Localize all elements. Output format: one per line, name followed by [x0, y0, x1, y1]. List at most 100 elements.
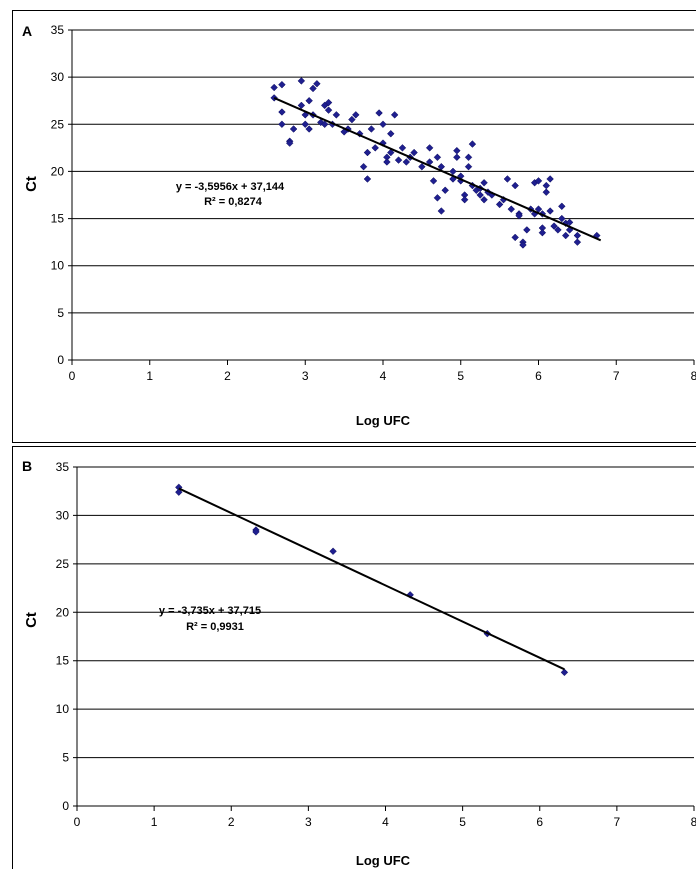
chart-b: 0 5 10 15 20 25 30 35 0 1 2 3 4 5 6 7 8: [56, 460, 696, 829]
chart-a-point: [348, 115, 356, 124]
chart-a-point: [297, 77, 306, 85]
chart-a-point: [495, 200, 504, 209]
chart-a-r-squared: R² = 0,8274: [204, 196, 263, 208]
chart-a-point: [352, 111, 360, 119]
chart-a-y-tick-label: 20: [51, 164, 65, 178]
chart-b-y-tick-label: 30: [56, 508, 70, 522]
chart-a-point: [278, 80, 286, 89]
chart-a-point: [398, 144, 407, 152]
chart-b-y-tick-label: 35: [56, 460, 70, 474]
chart-a-point: [542, 188, 551, 196]
chart-a-x-tick-label: 2: [224, 369, 231, 383]
chart-a-x-tick-label: 1: [146, 369, 153, 383]
chart-a-point: [305, 125, 313, 133]
chart-b-point: [329, 547, 337, 556]
chart-a-point: [270, 83, 278, 92]
chart-b-xlabel: Log UFC: [356, 853, 411, 868]
chart-a-y-tick-label: 25: [51, 117, 65, 131]
chart-a-point: [285, 139, 294, 147]
chart-a-point: [515, 211, 523, 220]
chart-a-point: [332, 111, 341, 119]
chart-a-point: [519, 241, 527, 249]
chart-a-point: [433, 153, 442, 162]
chart-b-x-tick-label: 3: [305, 815, 312, 829]
panel-b-label: B: [22, 458, 32, 474]
chart-b-y-tick-label: 5: [62, 751, 69, 765]
chart-a-point: [433, 194, 442, 202]
chart-b-point: [252, 528, 260, 536]
chart-a-point: [523, 226, 531, 234]
chart-a-point: [375, 109, 383, 117]
chart-a-point: [554, 226, 562, 234]
chart-a-point: [278, 108, 286, 116]
chart-a-point: [394, 156, 403, 164]
chart-b-trendline: [178, 487, 565, 671]
chart-a-point: [363, 175, 372, 183]
chart-a-point: [534, 177, 543, 185]
chart-a-point: [367, 125, 376, 133]
chart-a-point: [511, 181, 519, 190]
chart-a-point: [317, 118, 325, 127]
chart-a-point: [480, 195, 488, 204]
chart-b-point: [560, 668, 569, 677]
chart-a-y-tick-label: 35: [51, 23, 65, 37]
chart-a-x-tick-label: 8: [691, 369, 696, 383]
chart-a-point: [437, 207, 446, 215]
panel-a-label: A: [22, 23, 32, 39]
chart-b-y-tick-label: 25: [56, 557, 70, 571]
chart-b-y-tick-label: 10: [56, 702, 70, 716]
chart-a-equation: y = -3,5956x + 37,144: [176, 181, 285, 193]
chart-a-x-tick-label: 5: [457, 369, 464, 383]
chart-a-point: [538, 228, 547, 237]
chart-a-point: [387, 148, 395, 157]
chart-a-point: [418, 162, 426, 171]
chart-a-point: [309, 84, 317, 93]
chart-a-point: [476, 191, 484, 199]
chart-b-y-tick-label: 20: [56, 605, 70, 619]
chart-a-point: [441, 186, 449, 195]
chart-a-point: [324, 98, 333, 107]
chart-a-point: [324, 106, 333, 114]
chart-a-point: [561, 231, 570, 240]
chart-a-point: [546, 175, 554, 183]
chart-b-x-tick-label: 5: [459, 815, 466, 829]
chart-a-point: [546, 207, 554, 215]
chart-b-x-tick-label: 0: [74, 815, 81, 829]
chart-a-point: [410, 148, 418, 157]
chart-a-xlabel: Log UFC: [356, 413, 411, 428]
chart-b-x-tick-label: 4: [382, 815, 389, 829]
chart-a: 0 5 10 15 20 25 30 35 0 1 2 3 4 5 6 7 8: [51, 23, 696, 383]
chart-a-x-tick-label: 7: [613, 369, 620, 383]
chart-b-ylabel: Ct: [23, 612, 40, 628]
chart-a-point: [558, 214, 566, 223]
panel-a-frame: [12, 10, 696, 443]
chart-b-x-tick-label: 6: [536, 815, 543, 829]
chart-a-point: [305, 96, 313, 105]
chart-b-point: [175, 488, 183, 496]
chart-a-point: [383, 158, 391, 166]
chart-a-point: [402, 158, 411, 166]
chart-a-x-tick-label: 4: [380, 369, 387, 383]
chart-a-point: [507, 205, 516, 213]
chart-a-point: [301, 120, 310, 129]
chart-a-point: [464, 153, 473, 162]
chart-a-point: [278, 120, 286, 129]
chart-a-point: [468, 140, 477, 148]
chart-b-x-tick-label: 1: [151, 815, 158, 829]
chart-a-point: [425, 144, 434, 152]
chart-a-y-tick-label: 15: [51, 212, 65, 226]
chart-b-x-tick-label: 8: [691, 815, 696, 829]
chart-a-point: [371, 144, 379, 152]
chart-a-x-tick-label: 3: [302, 369, 309, 383]
chart-b-equation: y = -3,735x + 37,715: [159, 605, 261, 617]
chart-b-r-squared: R² = 0,9931: [186, 621, 244, 633]
chart-a-point: [511, 233, 519, 242]
chart-a-point: [289, 125, 298, 133]
chart-a-point: [379, 139, 387, 147]
chart-a-point: [480, 178, 488, 187]
chart-a-point: [390, 111, 399, 119]
panel-b-frame: [12, 446, 696, 869]
chart-a-point: [301, 111, 310, 119]
chart-a-ylabel: Ct: [23, 176, 40, 192]
